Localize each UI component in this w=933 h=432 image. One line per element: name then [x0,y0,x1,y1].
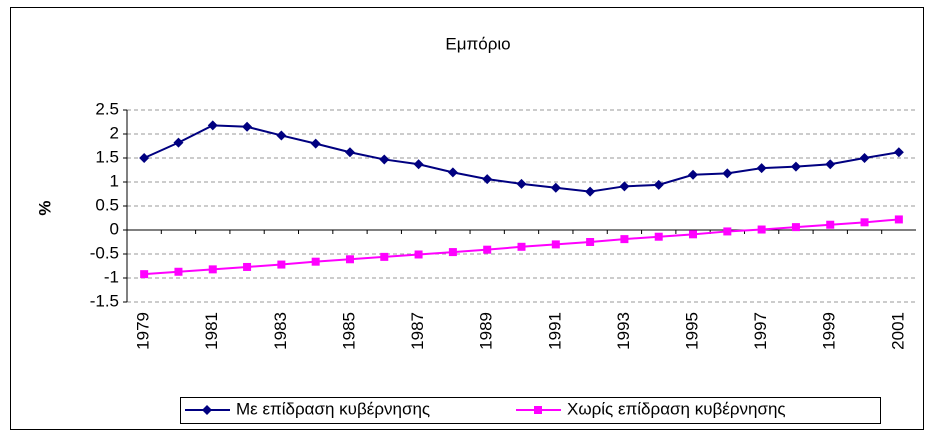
x-tick-label: 1993 [614,312,633,350]
point [310,138,321,149]
point [379,154,390,165]
point [619,181,630,192]
point [414,250,423,259]
point [757,225,766,234]
x-tick-label: 1985 [339,312,358,350]
point [723,227,732,236]
chart-title: Εμπόριο [445,34,510,53]
point [790,161,801,172]
point [653,179,664,190]
x-tick-label: 1991 [545,312,564,350]
point [173,137,184,148]
point [791,223,800,232]
y-tick-label: 1.5 [95,147,119,166]
point [174,267,183,276]
legend-marker [202,405,212,415]
y-tick-label: -1.5 [90,291,119,310]
point [276,130,287,141]
point [380,252,389,261]
x-tick-label: 1981 [202,312,221,350]
x-tick-label: 1999 [820,312,839,350]
y-tick-label: 2 [110,123,119,142]
x-tick-label: 1987 [408,312,427,350]
point [483,245,492,254]
x-tick-label: 1979 [134,312,153,350]
x-tick-label: 1997 [751,312,770,350]
y-tick-label: -1 [104,267,119,286]
point [243,262,252,271]
y-tick-label: 0 [110,219,119,238]
x-tick-label: 2001 [888,312,907,350]
point [689,230,698,239]
point [277,260,286,269]
point [722,168,733,179]
legend-label: Με επίδραση κυβέρνησης [236,399,430,418]
point [825,159,836,170]
point [620,235,629,244]
point [517,242,526,251]
point [516,178,527,189]
y-tick-label: 2.5 [95,99,119,118]
point [550,182,561,193]
legend-label: Χωρίς επίδραση κυβέρνησης [567,399,786,418]
point [448,248,457,257]
x-tick-label: 1989 [477,312,496,350]
point [139,153,150,163]
point [894,215,903,224]
legend-marker [534,406,542,414]
point [585,186,596,197]
point [756,163,767,174]
point [207,120,218,131]
point [311,257,320,266]
y-axis-label: % [35,200,54,215]
point [860,218,869,227]
point [345,255,354,264]
x-tick-label: 1995 [683,312,702,350]
x-tick-label: 1983 [271,312,290,350]
y-tick-label: -0.5 [90,243,119,262]
point [242,121,253,132]
point [413,159,424,170]
point [826,220,835,229]
point [482,174,493,185]
point [551,240,560,249]
point [344,147,355,158]
point [208,265,217,274]
chart-border [10,7,924,430]
y-tick-label: 0.5 [95,195,119,214]
point [654,232,663,241]
point [140,270,149,279]
point [688,169,699,180]
point [893,147,904,158]
point [586,238,595,246]
point [859,153,870,163]
point [447,167,458,178]
y-tick-label: 1 [110,171,119,190]
